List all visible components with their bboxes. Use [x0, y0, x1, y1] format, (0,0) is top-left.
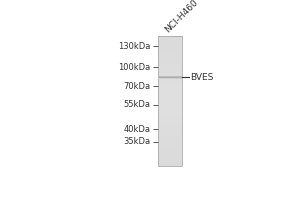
Bar: [158, 64, 182, 65]
Bar: [158, 51, 182, 52]
Bar: [158, 132, 182, 133]
Bar: [158, 106, 182, 107]
Bar: [158, 157, 182, 159]
Bar: [158, 36, 182, 38]
Bar: [158, 162, 182, 164]
Bar: [158, 80, 182, 82]
Bar: [158, 43, 182, 44]
Bar: [158, 107, 182, 109]
Bar: [158, 88, 182, 90]
Bar: [158, 146, 182, 148]
Bar: [158, 91, 182, 93]
Text: 40kDa: 40kDa: [124, 125, 151, 134]
Bar: [158, 133, 182, 135]
Bar: [158, 72, 182, 74]
Bar: [158, 39, 182, 41]
Bar: [158, 115, 182, 117]
Bar: [158, 99, 182, 101]
Bar: [158, 77, 182, 78]
Bar: [158, 73, 182, 75]
Text: 130kDa: 130kDa: [118, 42, 151, 51]
Bar: [158, 145, 182, 146]
Bar: [158, 93, 182, 95]
Bar: [158, 159, 182, 161]
Bar: [158, 120, 182, 122]
Bar: [158, 46, 182, 48]
Bar: [158, 112, 182, 114]
Text: 70kDa: 70kDa: [124, 82, 151, 91]
Bar: [158, 38, 182, 40]
Bar: [158, 85, 182, 86]
Bar: [158, 122, 182, 124]
Text: 100kDa: 100kDa: [118, 63, 151, 72]
Bar: [158, 114, 182, 116]
Text: 55kDa: 55kDa: [124, 100, 151, 109]
Bar: [158, 86, 182, 88]
Bar: [158, 54, 182, 56]
Bar: [158, 136, 182, 138]
Bar: [158, 94, 182, 96]
Bar: [158, 41, 182, 43]
Bar: [158, 109, 182, 111]
Bar: [158, 119, 182, 120]
Bar: [158, 125, 182, 127]
Bar: [158, 123, 182, 125]
Bar: [158, 154, 182, 156]
Bar: [158, 141, 182, 143]
Bar: [158, 148, 182, 150]
Bar: [158, 138, 182, 140]
Bar: [158, 135, 182, 137]
Bar: [158, 156, 182, 158]
Bar: [158, 75, 182, 77]
Bar: [158, 60, 182, 62]
Bar: [158, 101, 182, 103]
Bar: [158, 36, 182, 166]
Bar: [158, 161, 182, 162]
Text: 35kDa: 35kDa: [124, 137, 151, 146]
Bar: [158, 62, 182, 64]
Text: NCI-H460: NCI-H460: [164, 0, 200, 35]
Bar: [158, 98, 182, 99]
Bar: [158, 127, 182, 128]
Bar: [158, 130, 182, 132]
Bar: [158, 49, 182, 51]
Bar: [158, 128, 182, 130]
Bar: [158, 143, 182, 145]
Bar: [158, 44, 182, 46]
Bar: [158, 67, 182, 69]
Bar: [158, 47, 182, 49]
Bar: [158, 164, 182, 166]
Bar: [158, 151, 182, 153]
Bar: [158, 69, 182, 70]
Bar: [158, 111, 182, 112]
Bar: [158, 153, 182, 154]
Bar: [158, 149, 182, 151]
Bar: [158, 70, 182, 72]
Bar: [158, 52, 182, 54]
Bar: [158, 96, 182, 98]
Bar: [158, 140, 182, 141]
Bar: [158, 81, 182, 83]
Bar: [158, 102, 182, 104]
Bar: [158, 78, 182, 80]
Bar: [158, 83, 182, 85]
Bar: [158, 90, 182, 91]
Text: BVES: BVES: [190, 73, 214, 82]
Bar: [158, 104, 182, 106]
Bar: [158, 65, 182, 67]
Bar: [158, 117, 182, 119]
Bar: [158, 56, 182, 57]
Bar: [158, 59, 182, 61]
Bar: [158, 57, 182, 59]
